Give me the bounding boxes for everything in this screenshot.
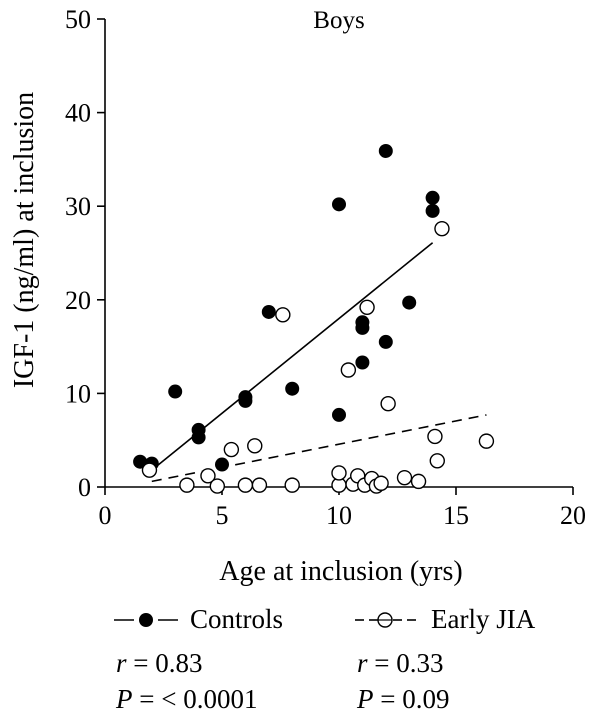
chart-title: Boys xyxy=(313,7,364,34)
axis-ticks: 0 10 20 30 40 50 0 5 10 15 20 xyxy=(65,5,586,530)
early-jia-r-symbol: r xyxy=(357,648,368,678)
controls-point xyxy=(191,422,206,437)
early-jia-point xyxy=(429,453,445,469)
legend-controls-symbol xyxy=(114,613,178,627)
early-jia-point xyxy=(396,469,413,486)
controls-point xyxy=(378,334,393,349)
controls-point xyxy=(215,457,229,472)
controls-point xyxy=(425,203,440,218)
controls-p-stat: P = < 0.0001 xyxy=(116,686,257,713)
early-jia-point xyxy=(209,478,226,494)
controls-point xyxy=(261,304,276,319)
early-jia-point xyxy=(359,299,375,315)
y-tick-label: 20 xyxy=(65,286,91,315)
controls-p-symbol: P xyxy=(116,684,133,714)
early-jia-point xyxy=(380,395,396,412)
controls-point xyxy=(285,381,300,396)
y-tick-label: 30 xyxy=(65,192,91,221)
controls-point xyxy=(332,197,346,212)
y-tick-label: 0 xyxy=(78,473,91,502)
early-jia-point xyxy=(434,220,450,237)
early-jia-point xyxy=(179,477,195,493)
controls-r-symbol: r xyxy=(116,648,127,678)
data-points xyxy=(133,143,495,494)
early-jia-point xyxy=(237,477,254,493)
controls-point xyxy=(402,295,417,310)
x-axis-label: Age at inclusion (yrs) xyxy=(219,556,462,587)
early-jia-point xyxy=(427,428,443,445)
controls-point xyxy=(355,355,370,370)
early-jia-point xyxy=(410,473,427,490)
controls-point xyxy=(425,190,440,205)
controls-point xyxy=(378,143,393,158)
x-tick-label: 0 xyxy=(99,501,112,530)
controls-r-stat: r = 0.83 xyxy=(116,650,203,677)
early-jia-r-value: = 0.33 xyxy=(374,648,444,678)
controls-r-value: = 0.83 xyxy=(133,648,203,678)
early-jia-point xyxy=(223,441,240,458)
early-jia-point xyxy=(284,477,300,493)
early-jia-point xyxy=(275,307,291,323)
early-jia-point xyxy=(251,477,268,493)
x-tick-label: 10 xyxy=(326,501,352,530)
controls-point xyxy=(238,390,253,405)
controls-point xyxy=(332,407,346,422)
x-tick-label: 5 xyxy=(216,501,229,530)
legend-label-early-jia: Early JIA xyxy=(431,604,536,634)
legend-early-jia-symbol xyxy=(355,612,416,628)
x-tick-label: 20 xyxy=(560,501,586,530)
y-axis-label: IGF-1 (ng/ml) at inclusion xyxy=(9,92,40,388)
regression-lines xyxy=(148,242,487,483)
y-tick-label: 40 xyxy=(65,99,91,128)
controls-point xyxy=(355,315,370,330)
legend-label-controls: Controls xyxy=(190,604,284,634)
early-jia-p-symbol: P xyxy=(357,684,374,714)
early-jia-point xyxy=(141,462,158,478)
early-jia-r-stat: r = 0.33 xyxy=(357,650,444,677)
early-jia-point xyxy=(200,468,216,484)
early-jia-p-value: = 0.09 xyxy=(380,684,450,714)
x-tick-label: 15 xyxy=(443,501,469,530)
early-jia-point xyxy=(478,433,495,449)
y-tick-label: 50 xyxy=(65,5,91,34)
early-jia-point xyxy=(340,362,357,378)
y-tick-label: 10 xyxy=(65,379,91,408)
early-jia-point xyxy=(373,475,389,491)
early-jia-point xyxy=(331,465,347,481)
controls-point xyxy=(168,384,183,399)
early-jia-point xyxy=(247,438,263,454)
early-jia-p-stat: P = 0.09 xyxy=(357,686,449,713)
controls-p-value: = < 0.0001 xyxy=(139,684,258,714)
